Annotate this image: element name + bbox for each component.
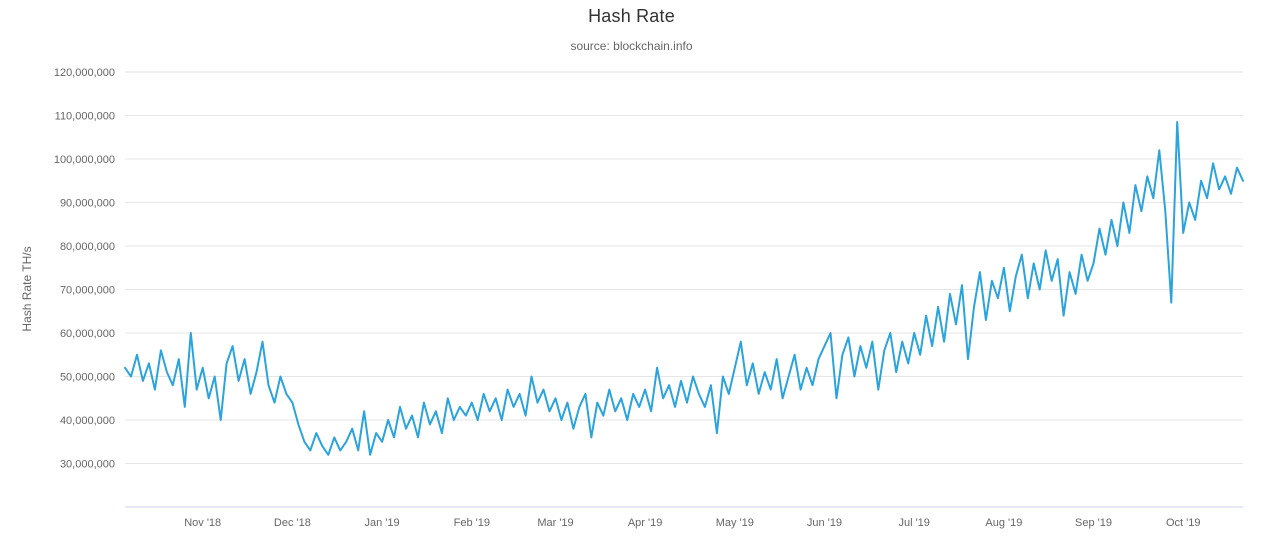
x-tick-label: Oct '19 [1166,517,1201,529]
x-tick-label: Dec '18 [274,517,311,529]
x-tick-label: Jun '19 [807,517,842,529]
x-tick-label: Jan '19 [365,517,400,529]
y-tick-label: 120,000,000 [54,67,115,79]
x-tick-label: Apr '19 [628,517,663,529]
x-tick-label: Mar '19 [537,517,573,529]
y-tick-label: 80,000,000 [60,241,115,253]
x-tick-label: Nov '18 [184,517,221,529]
chart-subtitle: source: blockchain.info [570,39,693,53]
x-tick-label: Jul '19 [898,517,929,529]
y-tick-label: 110,000,000 [55,111,115,123]
y-tick-label: 50,000,000 [60,372,115,384]
y-tick-label: 40,000,000 [60,415,115,427]
y-tick-label: 100,000,000 [54,154,115,166]
x-tick-label: May '19 [716,517,754,529]
y-tick-label: 70,000,000 [60,285,115,297]
y-tick-label: 30,000,000 [60,459,115,471]
hash-rate-series-line[interactable] [124,121,1244,456]
y-tick-label: 90,000,000 [60,198,115,210]
y-axis-title: Hash Rate TH/s [20,246,34,332]
x-tick-label: Aug '19 [985,517,1022,529]
chart-title: Hash Rate [588,6,675,26]
y-tick-label: 60,000,000 [60,328,115,340]
x-tick-label: Feb '19 [454,517,490,529]
x-tick-label: Sep '19 [1075,517,1112,529]
